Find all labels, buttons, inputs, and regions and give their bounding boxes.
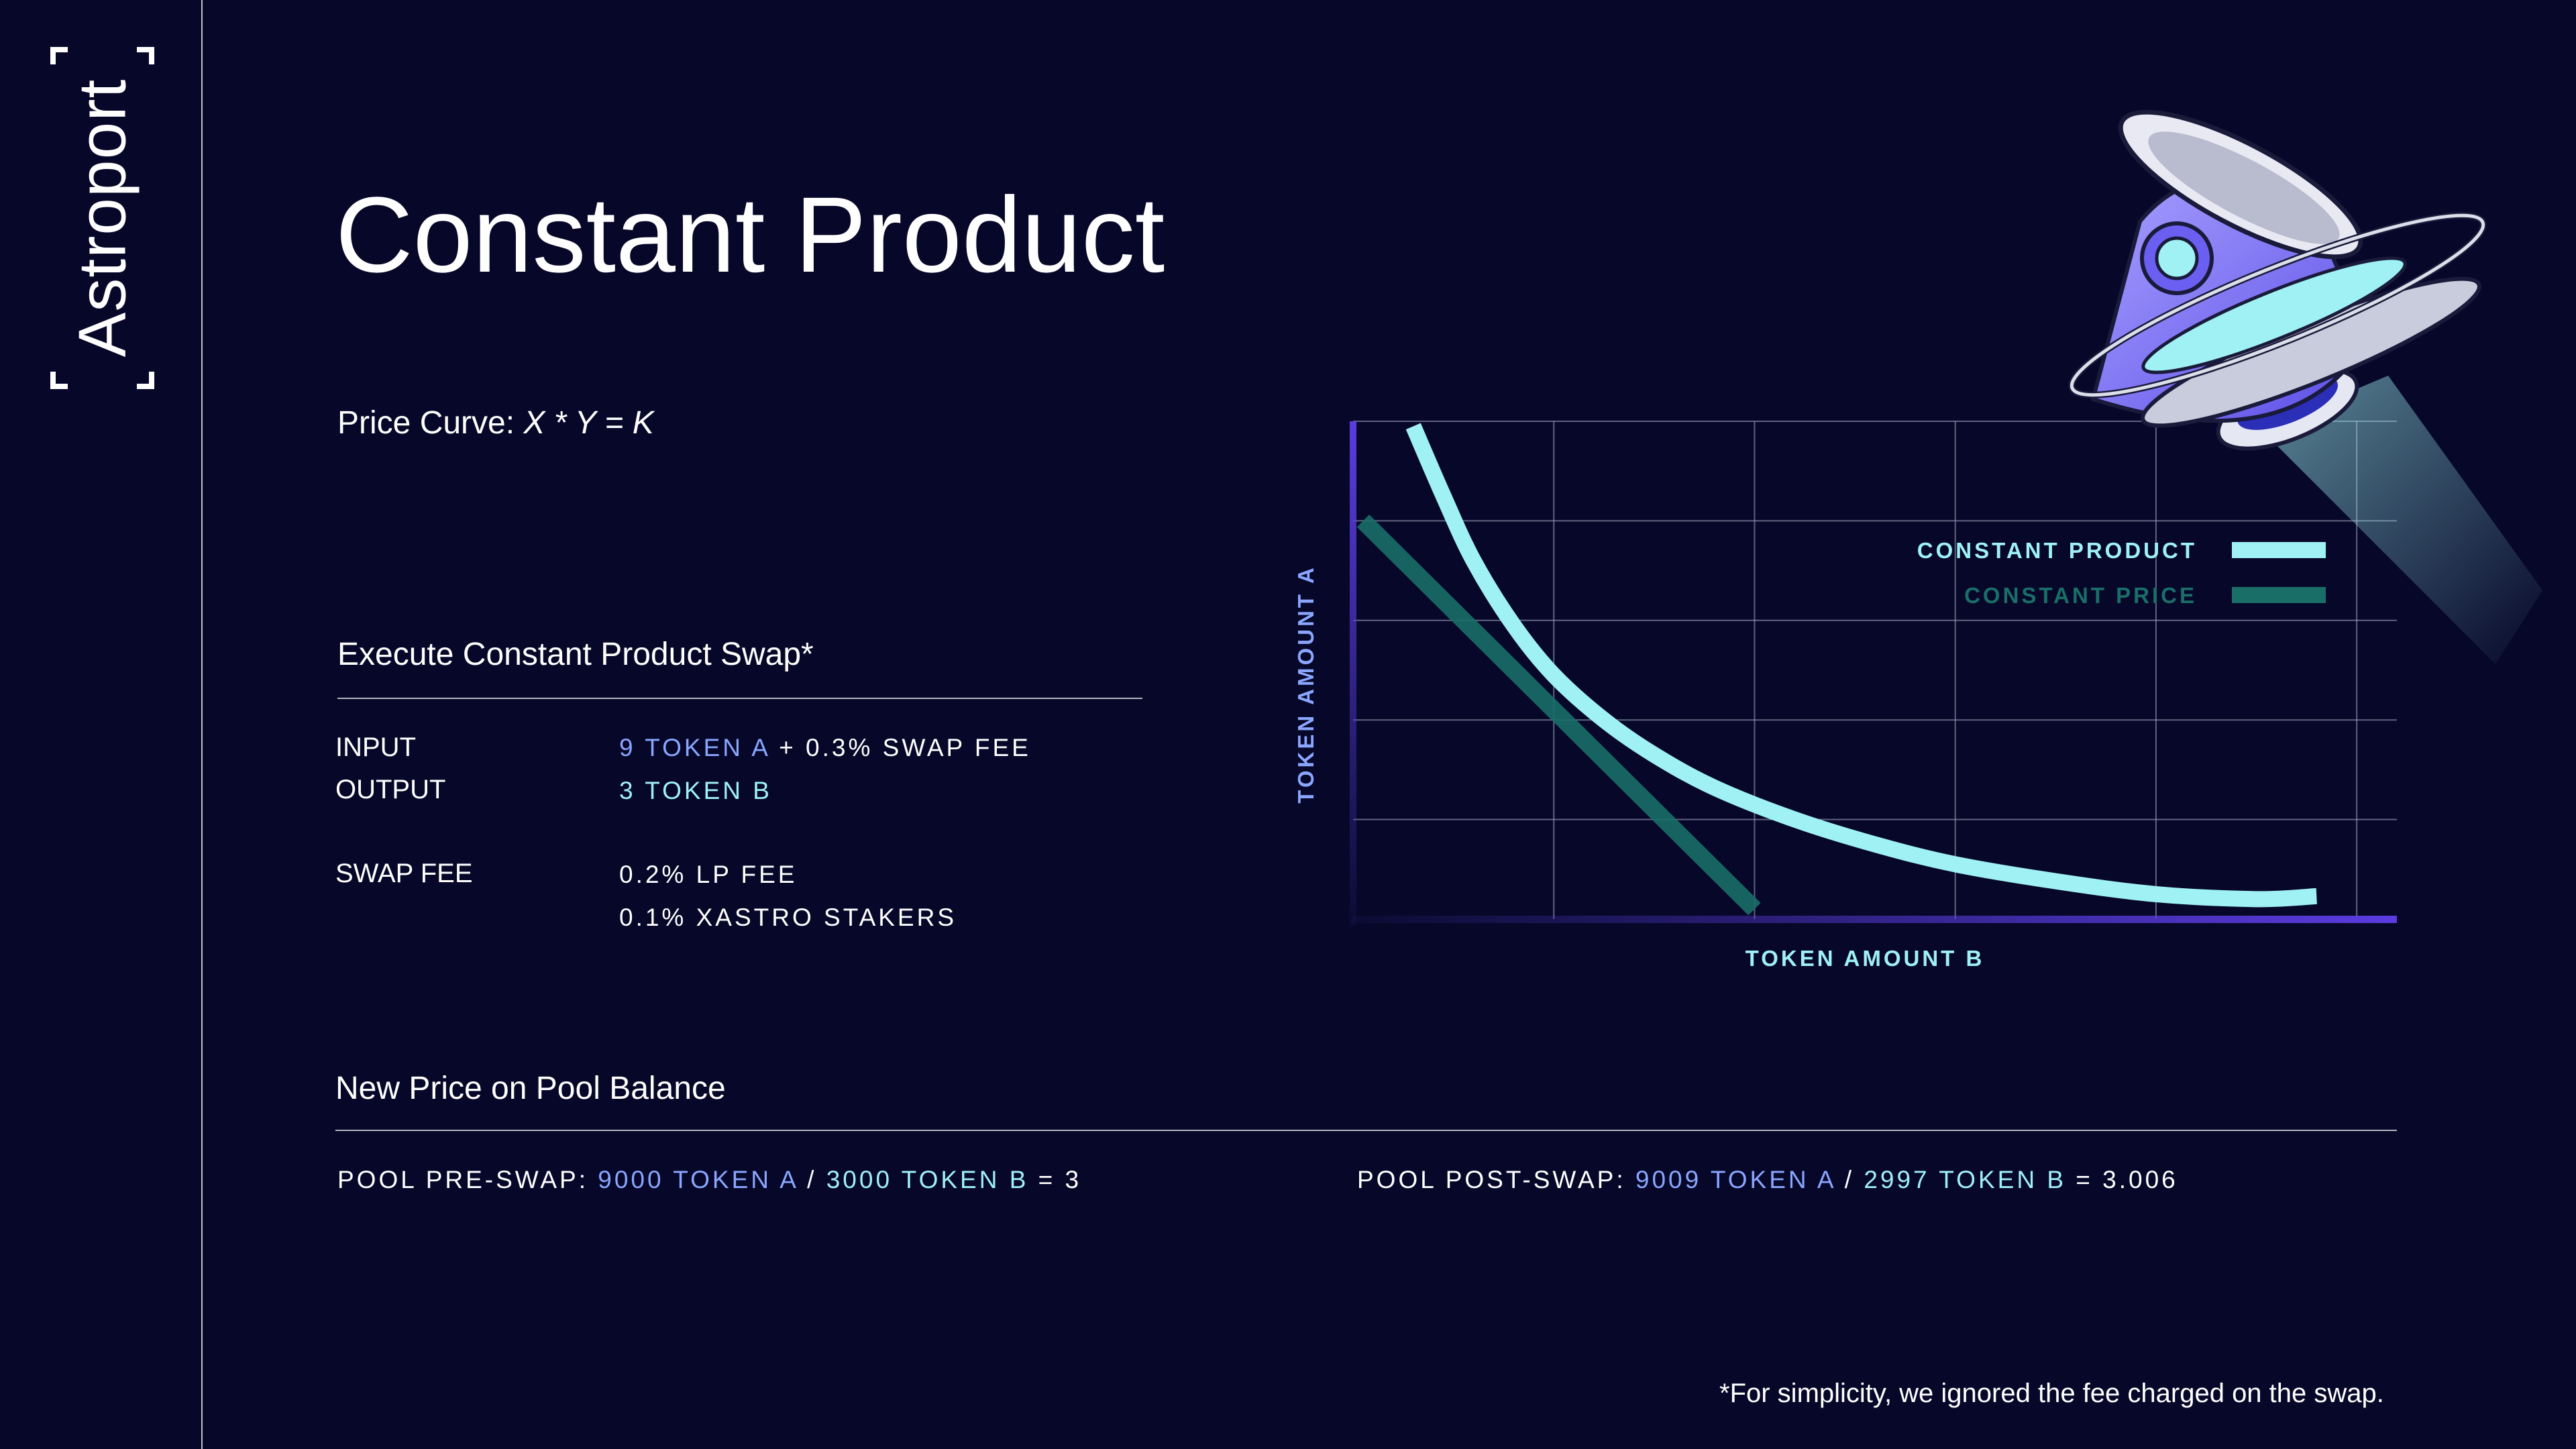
swap-divider	[337, 698, 1142, 699]
pool-post-token-b: 2997 TOKEN B	[1864, 1166, 2066, 1193]
input-fee: + 0.3% SWAP FEE	[769, 734, 1031, 761]
pool-pre-label: POOL PRE-SWAP:	[337, 1166, 598, 1193]
input-value: 9 TOKEN A + 0.3% SWAP FEE	[619, 734, 1031, 762]
legend-swatch-constant-product	[2232, 542, 2326, 558]
page-title: Constant Product	[335, 174, 1165, 294]
pool-post-label: POOL POST-SWAP:	[1357, 1166, 1635, 1193]
output-label: OUTPUT	[335, 775, 446, 804]
sidebar: Astroport	[0, 0, 203, 1449]
pool-pre-token-a: 9000 TOKEN A	[598, 1166, 798, 1193]
pool-post-swap: POOL POST-SWAP: 9009 TOKEN A / 2997 TOKE…	[1357, 1166, 2178, 1194]
swap-fee-label: SWAP FEE	[335, 859, 473, 888]
x-axis	[1352, 916, 2397, 923]
logo-bracket-bottom-left	[50, 372, 68, 389]
output-amount: 3 TOKEN B	[619, 777, 772, 804]
logo-bracket-bottom-right	[137, 372, 154, 389]
pool-pre-result: = 3	[1028, 1166, 1082, 1193]
price-curve-label: Price Curve:	[337, 405, 524, 441]
input-amount: 9 TOKEN A	[619, 734, 769, 761]
pool-post-result: = 3.006	[2066, 1166, 2178, 1193]
pool-heading: New Price on Pool Balance	[335, 1071, 726, 1106]
astroport-logo[interactable]: Astroport	[50, 47, 154, 389]
chart-legend: CONSTANT PRODUCT CONSTANT PRICE	[1917, 538, 2326, 608]
legend-label-constant-price: CONSTANT PRICE	[1964, 583, 2197, 608]
y-axis	[1350, 421, 1356, 926]
pool-pre-token-b: 3000 TOKEN B	[826, 1166, 1029, 1193]
pool-post-separator: /	[1835, 1166, 1864, 1193]
footnote: *For simplicity, we ignored the fee char…	[1719, 1379, 2384, 1408]
pool-pre-swap: POOL PRE-SWAP: 9000 TOKEN A / 3000 TOKEN…	[337, 1166, 1081, 1194]
input-label: INPUT	[335, 733, 416, 762]
pool-divider	[335, 1130, 2397, 1131]
x-axis-label: TOKEN AMOUNT B	[1746, 946, 1985, 971]
y-axis-label: TOKEN AMOUNT A	[1293, 565, 1318, 803]
price-curve: Price Curve: X * Y = K	[337, 405, 654, 441]
price-curve-formula: X * Y = K	[523, 405, 654, 441]
lp-fee-value: 0.2% LP FEE	[619, 861, 798, 888]
swap-heading: Execute Constant Product Swap*	[337, 637, 814, 672]
stakers-fee-value: 0.1% XASTRO STAKERS	[619, 904, 957, 931]
chart-series	[1356, 423, 2318, 916]
pool-post-token-a: 9009 TOKEN A	[1635, 1166, 1835, 1193]
legend-swatch-constant-price	[2232, 587, 2326, 603]
series-line-constant-product	[1405, 423, 2318, 908]
logo-bracket-top-right	[137, 47, 154, 64]
series-line-constant-price	[1356, 515, 1761, 916]
logo-bracket-top-left	[50, 47, 68, 64]
spaceship-icon	[2068, 109, 2542, 664]
pool-pre-separator: /	[797, 1166, 826, 1193]
legend-label-constant-product: CONSTANT PRODUCT	[1917, 538, 2197, 563]
